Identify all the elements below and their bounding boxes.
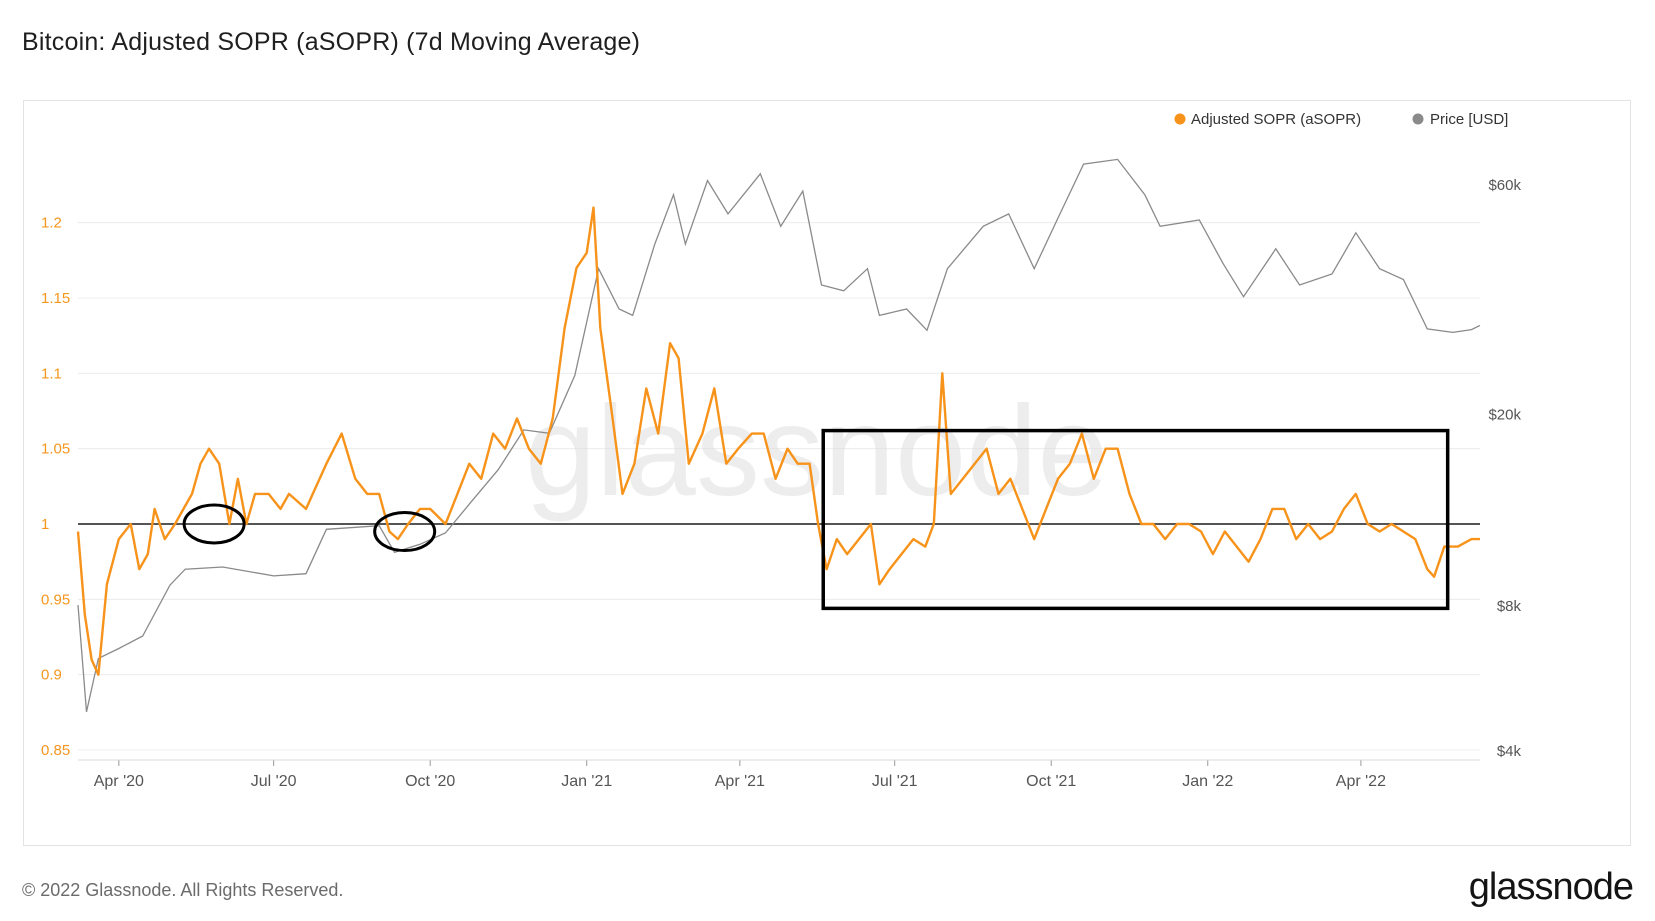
x-tick-label: Apr '22	[1336, 773, 1386, 790]
y-axis-right: $4k $8k $20k $60k	[1488, 177, 1521, 760]
chart-panel	[23, 100, 1631, 846]
glassnode-logo[interactable]: glassnode	[1468, 866, 1634, 908]
y-right-tick-label: $4k	[1497, 743, 1522, 760]
legend-price-dot	[1412, 113, 1424, 125]
x-tick-label: Oct '20	[405, 773, 455, 790]
legend-asopr-label[interactable]: Adjusted SOPR (aSOPR)	[1191, 111, 1361, 128]
annotations	[182, 428, 1450, 611]
y-right-tick-label: $60k	[1488, 177, 1521, 194]
annotation-rectangle	[821, 428, 1450, 611]
y-left-tick-label: 0.95	[41, 591, 70, 608]
annotation-ellipse	[373, 511, 437, 553]
asopr-series-line[interactable]	[76, 206, 1480, 676]
y-left-tick-label: 1	[41, 516, 49, 533]
x-tick-label: Jan '21	[561, 773, 612, 790]
y-left-tick-label: 1.2	[41, 215, 62, 232]
price-series-line[interactable]	[77, 158, 1481, 713]
y-left-tick-label: 0.9	[41, 667, 62, 684]
x-tick-label: Jul '21	[872, 773, 918, 790]
y-left-tick-label: 0.85	[41, 742, 70, 759]
chart-title: Bitcoin: Adjusted SOPR (aSOPR) (7d Movin…	[22, 28, 641, 56]
y-left-tick-label: 1.1	[41, 365, 62, 382]
footer-copyright: © 2022 Glassnode. All Rights Reserved.	[22, 880, 344, 900]
watermark: glassnode	[525, 380, 1109, 523]
y-right-tick-label: $8k	[1497, 598, 1522, 615]
x-tick-label: Jan '22	[1182, 773, 1233, 790]
legend-price-label[interactable]: Price [USD]	[1430, 111, 1508, 128]
legend-asopr-dot	[1174, 113, 1186, 125]
x-tick-label: Apr '21	[715, 773, 765, 790]
y-right-tick-label: $20k	[1488, 407, 1521, 424]
y-left-tick-label: 1.15	[41, 290, 70, 307]
y-axis-left: 0.85 0.9 0.95 1 1.05 1.1 1.15 1.2	[41, 215, 70, 759]
annotation-ellipse	[182, 503, 246, 545]
x-tick-label: Oct '21	[1026, 773, 1076, 790]
x-axis: Apr '20 Jul '20 Oct '20 Jan '21 Apr '21 Jul '…	[78, 759, 1480, 790]
y-left-tick-label: 1.05	[41, 441, 70, 458]
x-tick-label: Jul '20	[251, 773, 297, 790]
x-tick-label: Apr '20	[94, 773, 144, 790]
legend: Adjusted SOPR (aSOPR) Price [USD]	[1174, 111, 1508, 128]
